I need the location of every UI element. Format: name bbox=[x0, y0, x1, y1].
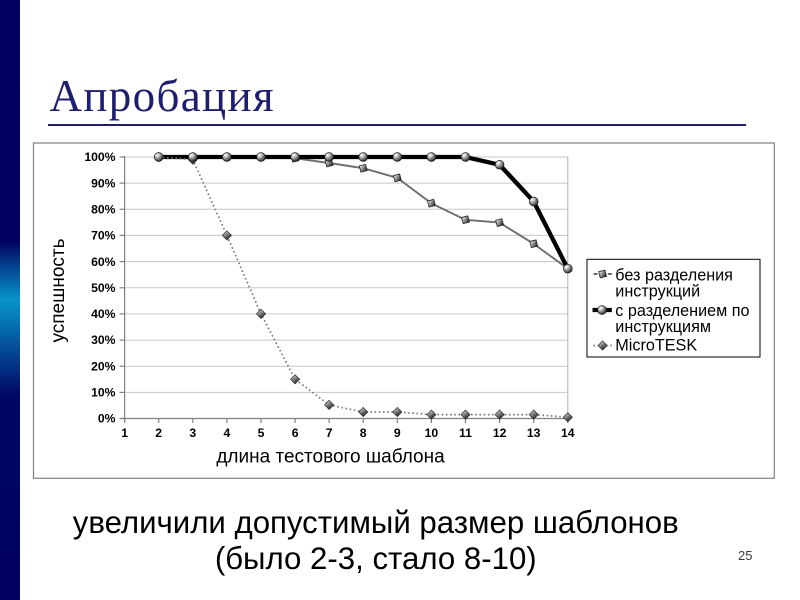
svg-text:50%: 50% bbox=[91, 281, 116, 295]
svg-text:80%: 80% bbox=[91, 203, 116, 217]
svg-text:3: 3 bbox=[189, 426, 196, 440]
svg-text:70%: 70% bbox=[91, 229, 116, 243]
svg-text:10: 10 bbox=[425, 426, 439, 440]
svg-text:инструкций: инструкций bbox=[615, 283, 700, 301]
svg-text:90%: 90% bbox=[91, 176, 116, 190]
svg-text:с разделением по: с разделением по bbox=[615, 302, 749, 320]
svg-text:2: 2 bbox=[155, 426, 162, 440]
svg-text:13: 13 bbox=[527, 426, 541, 440]
svg-text:7: 7 bbox=[326, 426, 333, 440]
svg-text:4: 4 bbox=[224, 426, 231, 440]
svg-text:5: 5 bbox=[258, 426, 265, 440]
svg-text:MicroTESK: MicroTESK bbox=[615, 337, 697, 355]
svg-text:без разделения: без разделения bbox=[615, 266, 733, 284]
svg-text:1: 1 bbox=[121, 426, 128, 440]
svg-text:12: 12 bbox=[493, 426, 507, 440]
svg-text:0%: 0% bbox=[98, 412, 116, 426]
svg-text:длина тестового шаблона: длина тестового шаблона bbox=[216, 447, 445, 468]
svg-text:20%: 20% bbox=[91, 359, 116, 373]
svg-text:10%: 10% bbox=[91, 386, 116, 400]
svg-text:100%: 100% bbox=[84, 150, 115, 164]
svg-text:11: 11 bbox=[459, 426, 472, 440]
svg-text:успешность: успешность bbox=[48, 238, 69, 342]
svg-text:6: 6 bbox=[292, 426, 299, 440]
svg-text:40%: 40% bbox=[91, 307, 116, 321]
svg-text:9: 9 bbox=[394, 426, 401, 440]
svg-text:30%: 30% bbox=[91, 333, 116, 347]
svg-text:60%: 60% bbox=[91, 255, 116, 269]
svg-text:8: 8 bbox=[360, 426, 367, 440]
svg-text:14: 14 bbox=[561, 426, 575, 440]
svg-text:инструкциям: инструкциям bbox=[615, 318, 711, 336]
